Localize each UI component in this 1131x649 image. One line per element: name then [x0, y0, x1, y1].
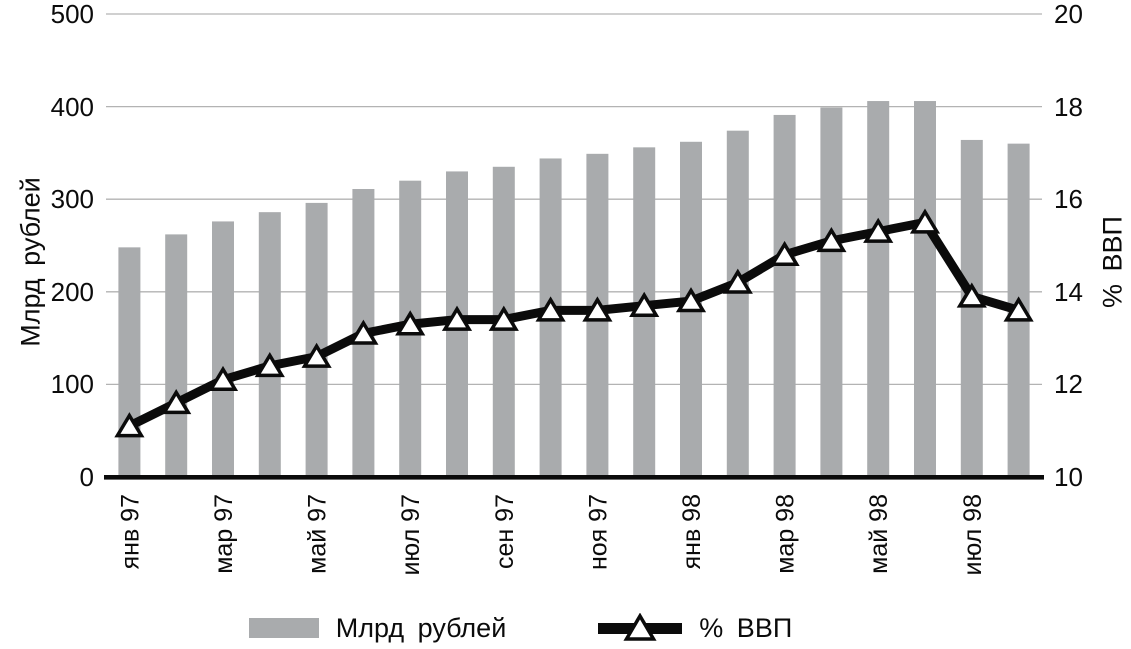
right-axis-tick-18: 18: [1054, 91, 1083, 122]
right-axis-tick-12: 12: [1054, 369, 1083, 400]
gdp-marker-май 98: [863, 217, 894, 243]
right-axis-tick-20: 20: [1054, 0, 1083, 29]
left-axis-tick-400: 400: [50, 91, 94, 122]
legend-line-label: % ВВП: [699, 612, 793, 643]
bar-янв 97: [118, 247, 141, 477]
gdp-marker-апр 97: [254, 351, 285, 378]
gdp-marker-янв 97: [114, 412, 145, 438]
gdp-marker-ноя 97: [582, 296, 613, 322]
gdp-marker-июл 97: [395, 310, 426, 336]
x-tick-label: май 97: [304, 494, 332, 574]
bar-апр 97: [258, 212, 281, 477]
gdp-marker-июн 97: [348, 319, 379, 345]
gdp-marker-май 97: [301, 342, 332, 368]
gdp-marker-мар 98: [769, 240, 800, 267]
gdp-marker-фев 98: [722, 268, 753, 294]
right-axis-tick-10: 10: [1054, 462, 1083, 492]
x-tick-label: мар 97: [210, 494, 238, 574]
gdp-marker-фев 97: [161, 389, 192, 415]
legend-line-triangle-icon: [598, 613, 683, 643]
right-axis-tick-16: 16: [1054, 184, 1083, 215]
gdp-marker-июн 98: [909, 208, 941, 234]
gdp-marker-сен 97: [488, 305, 519, 331]
gdp-marker-мар 97: [207, 365, 239, 392]
x-tick-label: мар 98: [772, 494, 800, 574]
gdp-marker-авг 97: [441, 305, 473, 331]
left-axis-tick-200: 200: [50, 276, 94, 307]
gdp-marker-июл 98: [956, 282, 987, 308]
left-axis-tick-100: 100: [50, 369, 94, 400]
x-tick-label: июл 97: [397, 494, 425, 576]
x-tick-label: сен 97: [491, 494, 519, 569]
bar-июн 98: [914, 101, 936, 477]
x-tick-label: янв 98: [678, 494, 706, 569]
gdp-marker-авг 98: [1003, 296, 1034, 322]
legend-bar-swatch-icon: [248, 618, 319, 638]
bar-апр 98: [820, 107, 843, 477]
legend: Млрд рублей % ВВП: [0, 608, 1086, 648]
left-axis-tick-300: 300: [50, 184, 94, 215]
bar-мар 98: [773, 114, 796, 478]
bar-май 98: [867, 101, 890, 477]
bar-мар 97: [212, 221, 234, 477]
left-axis-tick-500: 500: [50, 0, 94, 29]
x-tick-label: ноя 97: [584, 494, 612, 570]
gdp-marker-янв 98: [675, 287, 707, 313]
x-tick-label: июл 98: [959, 494, 987, 576]
bar-фев 97: [165, 234, 188, 477]
x-axis-line: [104, 475, 1044, 480]
gdp-marker-окт 97: [535, 296, 566, 322]
gdp-marker-апр 98: [816, 226, 847, 253]
x-tick-label: май 98: [865, 494, 893, 574]
legend-entry-line: % ВВП: [598, 613, 792, 644]
x-tick-label: янв 97: [116, 494, 144, 569]
left-axis-tick-0: 0: [79, 462, 94, 492]
gdp-marker-дек 97: [629, 291, 660, 317]
bar-июл 98: [960, 139, 983, 477]
legend-bar-label: Млрд рублей: [335, 612, 507, 643]
bar-май 97: [305, 202, 328, 478]
legend-entry-bars: Млрд рублей: [248, 612, 507, 644]
bar-фев 98: [726, 130, 749, 477]
right-axis-tick-14: 14: [1054, 276, 1083, 307]
